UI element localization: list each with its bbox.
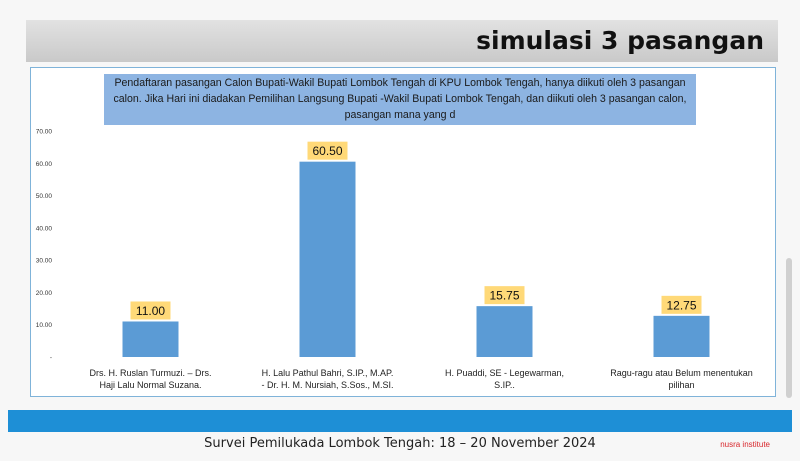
y-axis: - 10.00 20.00 30.00 40.00 50.00 60.00 70.00 — [36, 129, 53, 362]
y-tick-label: 70.00 — [36, 129, 53, 136]
value-labels: 11.00 60.50 15.75 12.75 — [130, 141, 702, 320]
bar — [476, 306, 533, 357]
x-axis-labels: Drs. H. Ruslan Turmuzi. – Drs. Haji Lalu … — [89, 368, 752, 390]
y-tick-label: 20.00 — [36, 290, 53, 297]
data-label: 15.75 — [489, 289, 519, 303]
y-tick-label: 30.00 — [36, 258, 53, 265]
slide-title: simulasi 3 pasangan — [476, 26, 764, 55]
data-label: 12.75 — [666, 298, 696, 312]
category-label: H. Lalu Pathul Bahri, S.IP., M.AP. - Dr. … — [261, 368, 393, 390]
bar — [299, 161, 356, 357]
bar — [122, 321, 179, 357]
title-bar: simulasi 3 pasangan — [26, 20, 778, 62]
footer-text: Survei Pemilukada Lombok Tengah: 18 – 20… — [204, 436, 596, 451]
bar — [653, 315, 710, 357]
footer-band — [8, 410, 792, 432]
data-label: 60.50 — [312, 144, 342, 158]
y-tick-label: 40.00 — [36, 225, 53, 232]
bars — [122, 161, 710, 357]
scrollbar[interactable] — [786, 258, 792, 398]
y-tick-label: 50.00 — [36, 193, 53, 200]
y-tick-label: 60.00 — [36, 161, 53, 168]
data-label-bg — [130, 301, 171, 320]
y-tick-label: 10.00 — [36, 322, 53, 329]
data-label: 11.00 — [136, 304, 165, 318]
y-tick-label: - — [50, 355, 52, 362]
data-label-bg — [661, 295, 702, 314]
question-box: Pendaftaran pasangan Calon Bupati-Wakil … — [104, 74, 696, 125]
data-label-bg — [307, 141, 348, 160]
category-label: H. Puaddi, SE - Legewarman, S.IP.. — [445, 368, 564, 390]
category-label: Ragu-ragu atau Belum menentukan pilihan — [610, 368, 753, 390]
data-label-bg — [484, 286, 525, 305]
brand-logo-text: nusra institute — [720, 440, 770, 449]
category-label: Drs. H. Ruslan Turmuzi. – Drs. Haji Lalu … — [89, 368, 211, 390]
